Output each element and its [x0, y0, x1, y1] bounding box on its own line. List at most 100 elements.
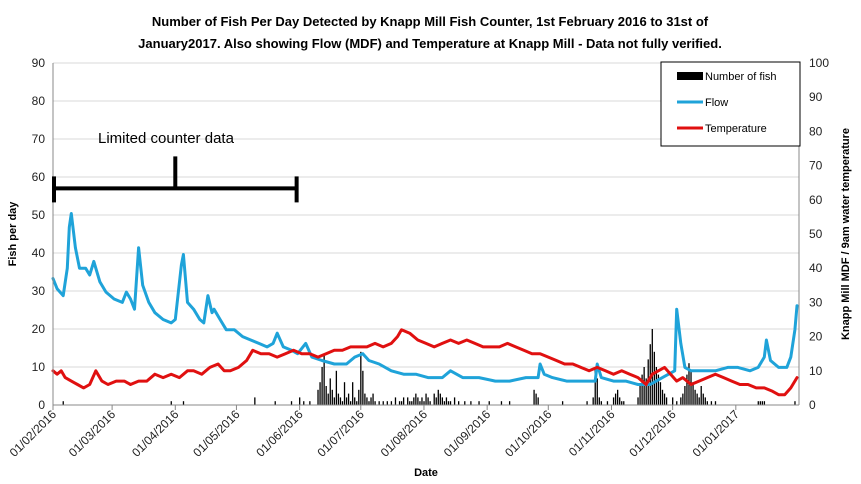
fish-count-bar — [663, 393, 666, 405]
fish-count-bar — [692, 382, 694, 405]
fish-count-bar — [598, 397, 600, 405]
fish-count-bar — [437, 389, 439, 405]
fish-count-bar — [329, 378, 331, 405]
fish-count-bar — [443, 401, 446, 405]
fish-count-bar — [441, 397, 444, 405]
y-left-tick-label: 10 — [32, 360, 46, 374]
y-left-tick-label: 80 — [32, 94, 46, 108]
fish-count-bar — [586, 401, 588, 405]
fish-count-bar — [343, 382, 346, 405]
fish-count-bar — [349, 401, 352, 405]
fish-count-bar — [337, 393, 340, 405]
fish-count-bar — [417, 397, 419, 405]
fish-count-bar — [698, 397, 700, 405]
legend-label: Flow — [705, 97, 728, 109]
fish-count-bar — [402, 397, 405, 405]
fish-count-bar — [333, 397, 335, 405]
fish-count-bar — [347, 393, 350, 405]
fish-count-bar — [653, 351, 655, 405]
fish-count-bar — [323, 355, 325, 405]
legend-swatch-bar — [677, 72, 703, 80]
fish-count-bar — [696, 393, 698, 405]
fish-count-bar — [425, 393, 427, 405]
fish-count-bar — [639, 386, 641, 405]
y-axis-right-title: Knapp Mill MDF / 9am water temperature — [840, 128, 852, 340]
fish-count-bar — [447, 401, 450, 405]
fish-count-bar — [423, 401, 425, 405]
fish-count-bar — [600, 401, 602, 405]
fish-count-bar — [686, 374, 688, 405]
fish-count-bar — [757, 401, 759, 405]
fish-count-bar — [458, 401, 460, 405]
fish-count-bar — [508, 401, 511, 405]
fish-count-bar — [641, 374, 643, 405]
fish-count-bar — [374, 401, 376, 405]
fish-count-bar — [763, 401, 766, 405]
fish-count-bar — [309, 401, 311, 405]
fish-count-bar — [684, 386, 686, 405]
fish-count-bar — [470, 401, 472, 405]
legend-label: Number of fish — [705, 71, 777, 83]
fish-count-bar — [453, 397, 456, 405]
fish-count-bar — [680, 397, 682, 405]
fish-count-bar — [478, 401, 480, 405]
fish-count-bar — [421, 397, 423, 405]
y-left-tick-label: 60 — [32, 170, 46, 184]
fish-count-bar — [694, 389, 696, 405]
fish-count-bar — [413, 397, 415, 405]
fish-count-bar — [561, 401, 564, 405]
y-right-tick-label: 50 — [809, 227, 823, 241]
fish-count-bar — [419, 401, 421, 405]
chart-title-line2: January2017. Also showing Flow (MDF) and… — [138, 36, 722, 51]
fish-count-bar — [354, 397, 356, 405]
fish-count-bar — [655, 367, 658, 405]
fish-count-bar — [398, 401, 401, 405]
legend-label: Temperature — [705, 123, 767, 135]
fish-count-bar — [445, 397, 448, 405]
fish-count-bar — [409, 401, 411, 405]
fish-count-bar — [702, 393, 704, 405]
fish-count-bar — [352, 382, 354, 405]
fish-count-bar — [464, 401, 466, 405]
y-right-tick-label: 70 — [809, 159, 823, 173]
fish-count-bar — [537, 397, 539, 405]
fish-count-bar — [661, 389, 664, 405]
fish-count-bar — [488, 401, 490, 405]
fish-count-bar — [368, 401, 370, 405]
fish-count-bar — [299, 397, 301, 405]
y-left-tick-label: 50 — [32, 208, 46, 222]
y-right-tick-label: 80 — [809, 124, 823, 138]
y-right-tick-label: 30 — [809, 295, 823, 309]
y-axis-left-title: Fish per day — [7, 201, 19, 267]
fish-count-bar — [366, 397, 368, 405]
fish-count-bar — [449, 401, 452, 405]
fish-count-bar — [386, 401, 388, 405]
fish-count-bar — [665, 397, 668, 405]
fish-count-bar — [400, 401, 403, 405]
fish-count-bar — [637, 397, 639, 405]
fish-count-bar — [317, 389, 319, 405]
y-left-tick-label: 0 — [38, 398, 45, 412]
y-right-tick-label: 100 — [809, 56, 829, 70]
fish-count-bar — [596, 378, 598, 405]
fish-count-bar — [710, 401, 713, 405]
fish-count-bar — [706, 401, 708, 405]
fish-count-bar — [659, 382, 662, 405]
fish-count-bar — [700, 386, 702, 405]
series-lines — [51, 212, 799, 397]
fish-count-bar — [331, 389, 333, 405]
fish-count-bar — [594, 367, 596, 405]
fish-count-bar — [651, 329, 653, 405]
fish-count-bar — [500, 401, 503, 405]
fish-count-bar — [682, 393, 684, 405]
fish-count-bar — [358, 389, 360, 405]
y-left-tick-label: 20 — [32, 322, 46, 336]
fish-count-bar — [429, 401, 431, 405]
fish-count-bar — [439, 393, 441, 405]
fish-count-bar — [274, 401, 276, 405]
y-right-tick-label: 20 — [809, 330, 823, 344]
y-right-tick-label: 40 — [809, 261, 823, 275]
fish-count-bar — [794, 401, 796, 405]
fish-count-bar — [390, 401, 393, 405]
